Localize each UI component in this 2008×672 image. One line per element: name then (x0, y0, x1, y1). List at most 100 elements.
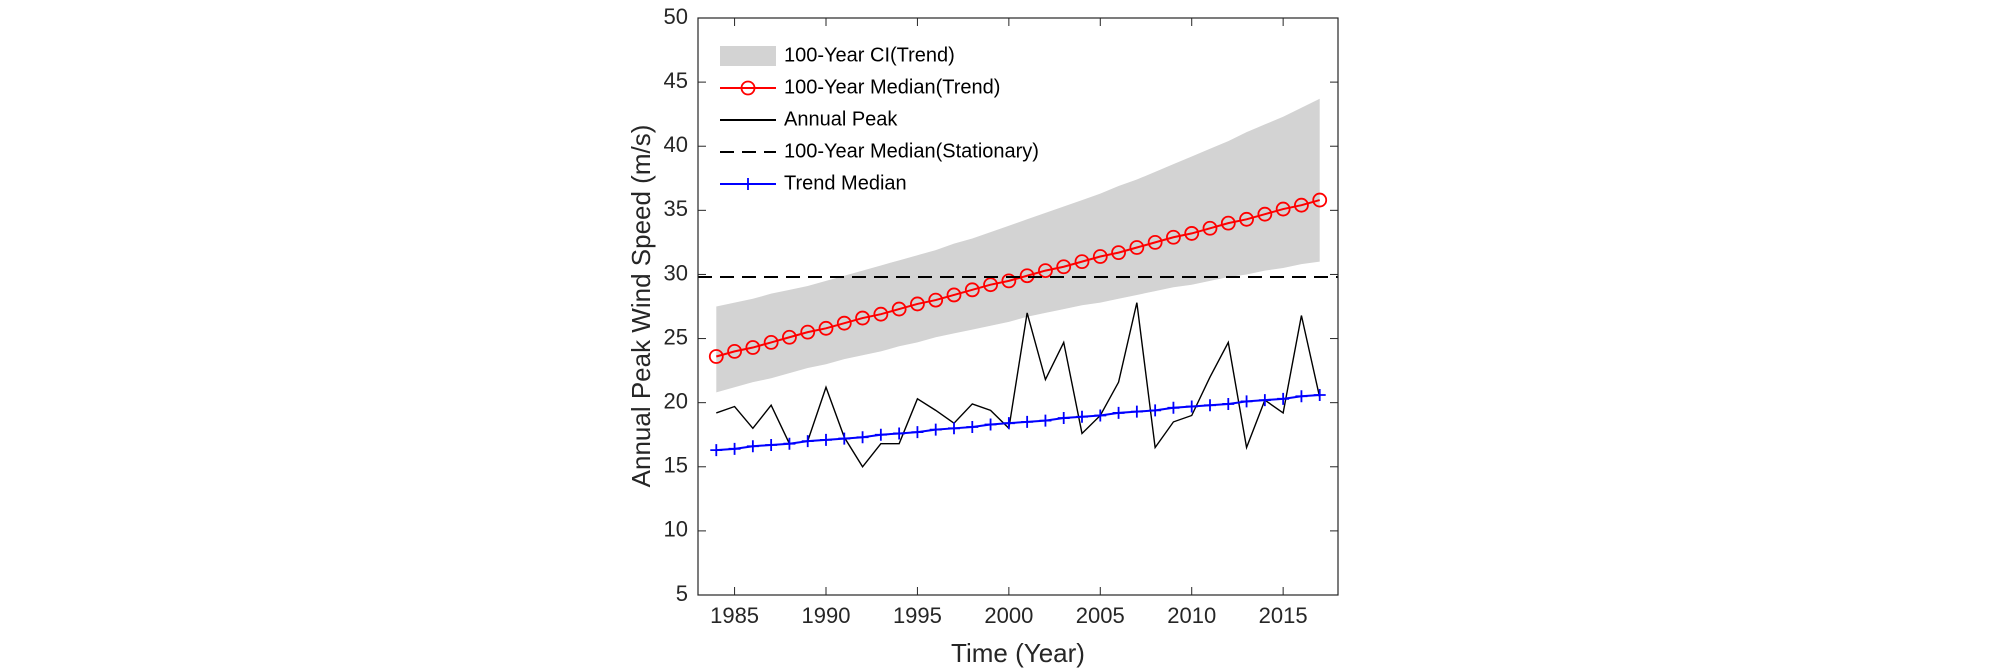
plus-marker (820, 433, 832, 446)
plus-marker (1240, 395, 1253, 408)
legend-label: 100-Year Median(Trend) (784, 76, 1000, 98)
circle-marker (1092, 249, 1108, 264)
y-tick-label: 10 (664, 517, 688, 542)
circle-marker (855, 310, 870, 326)
y-tick-label: 35 (664, 196, 688, 221)
circle-marker (1166, 229, 1181, 245)
y-tick-label: 25 (664, 324, 688, 349)
legend-label: 100-Year Median(Stationary) (784, 140, 1039, 162)
x-tick-label: 1990 (802, 603, 851, 628)
plus-marker (929, 423, 942, 436)
plus-marker (1204, 399, 1216, 412)
plus-marker (1021, 415, 1034, 428)
series-line (716, 199, 1320, 358)
plus-marker (1039, 414, 1052, 427)
circle-marker (800, 324, 816, 340)
x-tick-label: 2005 (1076, 603, 1125, 628)
circle-marker (983, 277, 998, 293)
plus-marker (765, 438, 778, 451)
circle-marker (1056, 259, 1072, 275)
circle-marker (1074, 254, 1090, 270)
y-tick-label: 20 (664, 388, 688, 413)
circle-marker (1312, 192, 1328, 208)
plus-marker (728, 442, 741, 455)
circle-marker (1220, 215, 1236, 231)
circle-marker (1275, 201, 1291, 217)
plus-marker (911, 426, 924, 439)
plus-marker (1149, 404, 1162, 417)
plus-marker (1112, 406, 1125, 419)
x-tick-label: 2010 (1167, 603, 1216, 628)
y-tick-label: 40 (664, 132, 688, 157)
plus-marker (1167, 401, 1180, 414)
circle-marker (1184, 226, 1200, 241)
circle-marker (946, 287, 962, 303)
plus-marker (1002, 417, 1015, 430)
plus-marker (1130, 405, 1143, 418)
plus-marker (893, 427, 906, 440)
plus-marker (1258, 394, 1271, 407)
plus-marker (1222, 397, 1235, 410)
plus-marker (966, 421, 979, 434)
circle-marker (1294, 197, 1309, 213)
circle-marker (1001, 273, 1017, 289)
legend-swatch (720, 46, 776, 66)
legend-marker (740, 80, 756, 96)
circle-marker (836, 315, 852, 331)
circle-marker (1257, 206, 1273, 222)
circle-marker (727, 343, 742, 359)
circle-marker (1038, 263, 1053, 278)
plus-marker (710, 444, 723, 457)
legend-label: Trend Median (784, 172, 907, 194)
legend-label: 100-Year CI(Trend) (784, 44, 955, 66)
plus-marker (874, 428, 887, 441)
circle-marker (891, 301, 907, 317)
y-tick-label: 5 (676, 581, 688, 606)
x-tick-label: 1985 (710, 603, 759, 628)
circle-marker (1147, 234, 1163, 250)
plus-marker (948, 422, 960, 435)
plus-marker (1094, 409, 1107, 422)
circle-marker (763, 335, 779, 350)
series-line (716, 393, 1320, 452)
y-tick-label: 30 (664, 260, 688, 285)
plus-marker (1076, 410, 1088, 423)
y-axis-label: Annual Peak Wind Speed (m/s) (626, 125, 656, 488)
circle-marker (1239, 211, 1254, 227)
plus-marker (783, 437, 796, 450)
circle-marker (782, 329, 797, 345)
plot-frame (697, 17, 1339, 596)
y-tick-label: 45 (664, 68, 688, 93)
x-tick-label: 2000 (984, 603, 1033, 628)
circle-marker (873, 306, 889, 322)
circle-marker (910, 296, 925, 312)
plus-marker (801, 435, 814, 448)
plus-marker (838, 432, 851, 445)
circle-marker (745, 340, 761, 355)
plus-marker (1277, 392, 1290, 405)
circle-marker (928, 292, 944, 308)
y-tick-label: 15 (664, 453, 688, 478)
series-line (716, 302, 1321, 468)
plus-marker (746, 440, 759, 453)
ci-band (716, 98, 1320, 393)
plus-marker (1185, 400, 1198, 413)
plus-marker (1295, 390, 1308, 403)
plus-marker (1313, 388, 1326, 401)
circle-marker (1202, 220, 1218, 236)
legend-marker (742, 178, 754, 190)
x-tick-label: 1995 (893, 603, 942, 628)
circle-marker (1019, 268, 1035, 284)
plus-marker (984, 418, 997, 431)
legend-label: Annual Peak (784, 108, 898, 130)
circle-marker (708, 349, 724, 364)
plus-marker (1057, 412, 1070, 425)
x-axis-label: Time (Year) (951, 638, 1085, 668)
circle-marker (1111, 245, 1126, 261)
plus-marker (856, 431, 869, 444)
circle-marker (964, 282, 980, 298)
y-tick-label: 50 (664, 4, 688, 29)
circle-marker (818, 320, 834, 336)
circle-marker (1129, 240, 1145, 255)
